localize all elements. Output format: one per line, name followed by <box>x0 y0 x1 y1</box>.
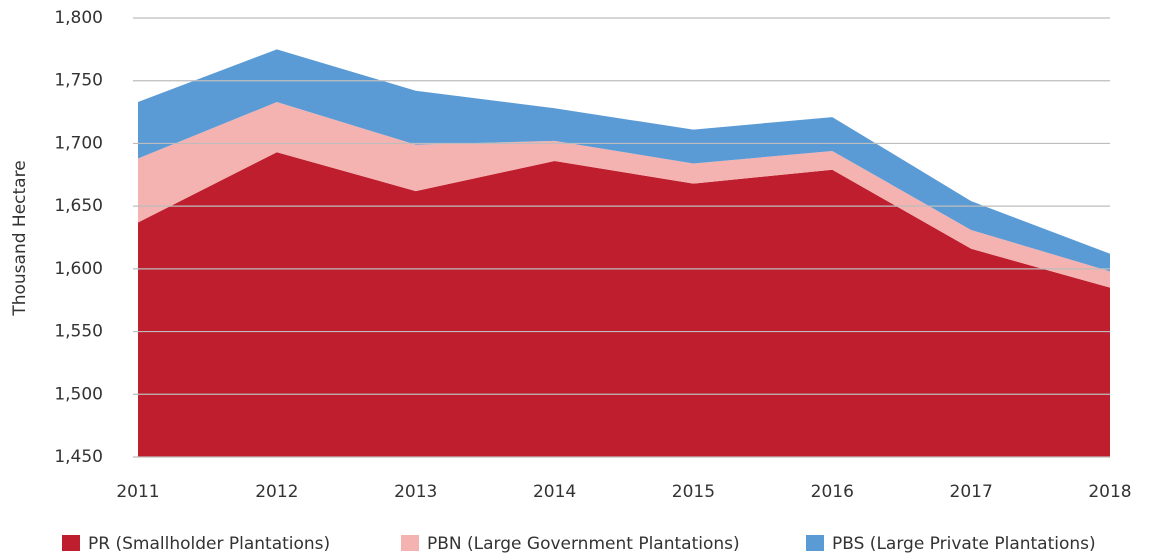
y-tick-label: 1,450 <box>54 447 103 467</box>
x-tick-label: 2018 <box>1088 482 1131 502</box>
x-tick-label: 2017 <box>950 482 993 502</box>
x-tick-label: 2013 <box>394 482 437 502</box>
legend-swatch <box>806 535 824 551</box>
x-tick-label: 2016 <box>811 482 854 502</box>
legend-label: PR (Smallholder Plantations) <box>88 534 330 554</box>
y-tick-label: 1,750 <box>54 71 103 91</box>
x-tick-label: 2011 <box>116 482 159 502</box>
y-tick-label: 1,800 <box>54 8 103 28</box>
y-axis-label: Thousand Hectare <box>10 160 30 316</box>
y-tick-label: 1,650 <box>54 196 103 216</box>
legend-label: PBN (Large Government Plantations) <box>427 534 740 554</box>
x-tick-label: 2014 <box>533 482 576 502</box>
area <box>138 102 1110 288</box>
area <box>138 49 1110 272</box>
y-tick-label: 1,700 <box>54 133 103 153</box>
area <box>138 152 1110 458</box>
x-tick-label: 2015 <box>672 482 715 502</box>
x-tick-label: 2012 <box>255 482 298 502</box>
legend-swatch <box>62 535 80 551</box>
legend-swatch <box>401 535 419 551</box>
y-tick-label: 1,500 <box>54 384 103 404</box>
legend-label: PBS (Large Private Plantations) <box>832 534 1096 554</box>
y-tick-label: 1,600 <box>54 259 103 279</box>
y-tick-label: 1,550 <box>54 322 103 342</box>
